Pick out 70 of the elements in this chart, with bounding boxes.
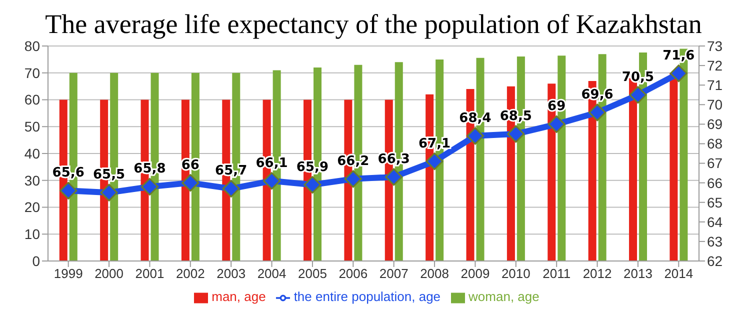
y-tick-label: 80: [24, 38, 40, 54]
y2-tick-label: 72: [707, 58, 723, 74]
x-tick-label: 2006: [338, 266, 368, 282]
point: [263, 172, 281, 190]
x-tick-label: 2000: [94, 266, 124, 282]
y-tick-label: 10: [24, 226, 40, 242]
point: [60, 182, 78, 200]
y2-tick-label: 66: [707, 174, 723, 191]
point: [100, 184, 118, 202]
y2-tick-label: 64: [707, 214, 723, 230]
data-label: 65,7: [215, 164, 248, 179]
y2-tick-label: 69: [707, 116, 723, 132]
point: [629, 86, 647, 104]
data-label: 67,1: [418, 136, 451, 152]
x-tick-label: 2007: [379, 266, 408, 282]
x-tick-label: 2012: [582, 266, 612, 282]
point: [222, 180, 240, 198]
y-tick-label: 0: [32, 252, 40, 269]
chart-title: The average life expectancy of the population of Kazakhstan: [45, 9, 702, 39]
y2-tick-label: 73: [707, 38, 723, 54]
point: [466, 127, 484, 145]
data-label: 68,5: [500, 108, 532, 124]
x-tick-label: 2014: [664, 266, 694, 282]
data-label: 66,3: [378, 152, 410, 167]
x-tick-label: 2010: [501, 266, 530, 282]
point: [344, 170, 362, 188]
point: [548, 115, 566, 133]
data-label: 65,6: [52, 166, 84, 181]
x-tick-label: 2013: [624, 266, 652, 282]
y-tick-label: 50: [24, 118, 40, 135]
point: [588, 104, 606, 122]
x-tick-label: 2002: [176, 266, 205, 282]
x-tick-label: 2005: [298, 266, 327, 282]
data-label: 69,6: [581, 87, 614, 102]
y2-tick-label: 63: [707, 233, 723, 250]
x-tick-label: 2004: [257, 266, 286, 282]
y-tick-label: 20: [24, 199, 40, 216]
y-tick-label: 40: [24, 145, 40, 162]
data-label: 66,2: [337, 154, 370, 169]
y2-tick-label: 62: [707, 252, 723, 269]
data-label: 66,1: [256, 156, 288, 171]
point: [670, 64, 688, 82]
bar: [670, 72, 678, 261]
y2-tick-label: 71: [707, 77, 723, 94]
legend-label: man, age: [212, 289, 266, 304]
y-tick-label: 60: [24, 92, 40, 108]
y-tick-label: 30: [24, 172, 40, 188]
legend-label: the entire population, age: [294, 289, 441, 304]
legend-label: woman, age: [468, 289, 540, 304]
data-label: 69: [548, 99, 566, 114]
y-tick-label: 70: [24, 64, 40, 81]
y2-tick-label: 70: [707, 96, 723, 113]
data-label: 65,5: [92, 168, 126, 183]
x-tick-label: 2008: [420, 266, 449, 282]
x-tick-label: 2003: [216, 266, 246, 282]
point: [304, 176, 322, 194]
data-label: 65,9: [296, 160, 329, 175]
point: [507, 125, 525, 143]
data-label: 66: [181, 158, 200, 173]
x-tick-label: 2001: [135, 266, 164, 282]
point: [385, 168, 403, 186]
y2-tick-label: 65: [707, 194, 723, 210]
point: [426, 152, 444, 170]
x-tick-label: 2011: [542, 266, 571, 282]
point: [182, 174, 200, 192]
x-tick-label: 1999: [54, 266, 83, 282]
y2-tick-label: 68: [707, 136, 723, 152]
x-tick-label: 2009: [460, 266, 490, 282]
y2-tick-label: 67: [707, 155, 723, 172]
point: [140, 178, 158, 196]
